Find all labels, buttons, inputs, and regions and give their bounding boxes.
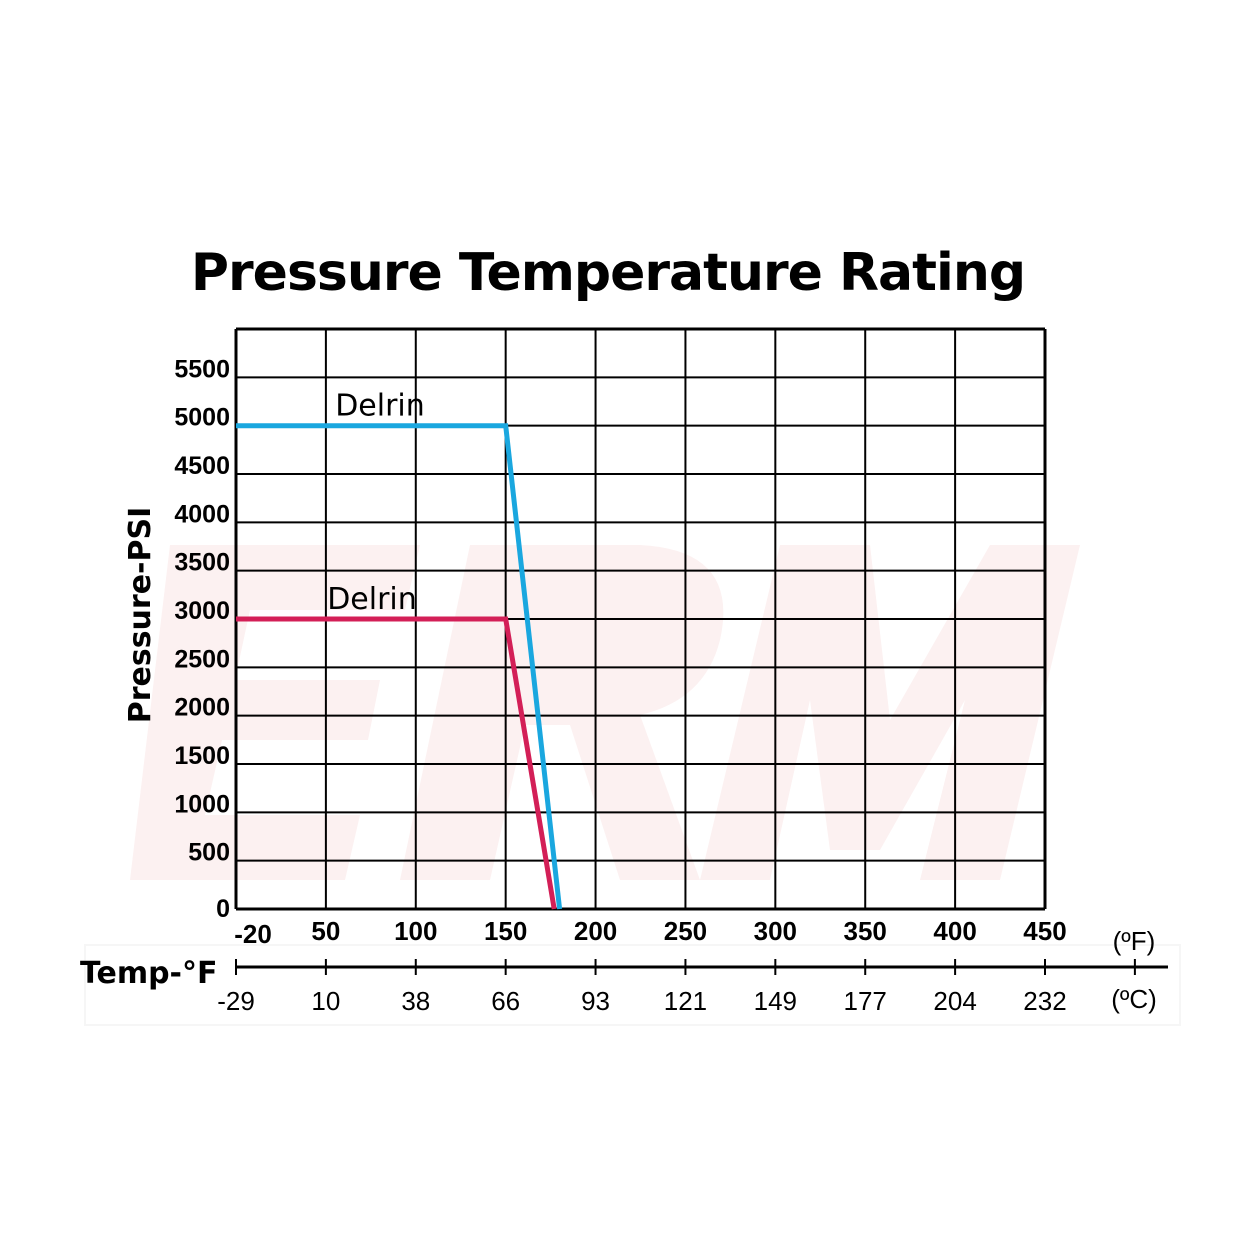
x-tick-label-c: 93 (581, 986, 610, 1016)
series-label-1: Delrin (335, 389, 425, 424)
x-tick-label-f: 400 (933, 916, 976, 946)
x-axis-ticks: -20 50 100 150 200 250 300 350 400 450 -29 10 38 66 93… (217, 916, 1168, 1016)
x-tick-label-c: -29 (217, 986, 255, 1016)
x-tick-label-c: 10 (311, 986, 340, 1016)
x-tick-label-c: 149 (754, 986, 797, 1016)
chart-title: Pressure Temperature Rating (191, 243, 1025, 303)
y-tick-label: 1500 (174, 742, 230, 770)
watermark-text-band (84, 944, 1181, 1026)
series-label-2: Delrin (327, 582, 417, 617)
x-tick-label-f: 250 (664, 916, 707, 946)
y-tick-label: 0 (216, 895, 230, 923)
x-tick-label-f: 350 (844, 916, 887, 946)
watermark-logo-shape (400, 545, 724, 880)
y-tick-label: 1000 (174, 790, 230, 818)
x-tick-label-c: 38 (401, 986, 430, 1016)
x-tick-label-f: 450 (1023, 916, 1066, 946)
y-axis-label: Pressure-PSI (123, 507, 158, 724)
y-tick-label: 500 (188, 839, 230, 867)
x-tick-label-f: 150 (484, 916, 527, 946)
y-tick-label: 5000 (174, 404, 230, 432)
x-tick-label-f: 50 (311, 916, 340, 946)
x-tick-label-c: 66 (491, 986, 520, 1016)
unit-c-label: (ºC) (1111, 984, 1157, 1014)
x-tick-label-c: 121 (664, 986, 707, 1016)
y-tick-label: 5500 (174, 355, 230, 383)
x-tick-label-f: 300 (754, 916, 797, 946)
y-tick-label: 3000 (174, 597, 230, 625)
y-tick-label: 2000 (174, 694, 230, 722)
x-tick-label-f: -20 (234, 919, 272, 949)
x-tick-label-c: 177 (844, 986, 887, 1016)
series: Delrin Delrin (235, 389, 563, 910)
y-tick-label: 4000 (174, 500, 230, 528)
watermark-logo-shape (130, 545, 420, 880)
y-tick-label: 3500 (174, 549, 230, 577)
x-tick-label-f: 100 (394, 916, 437, 946)
x-tick-label-c: 232 (1023, 986, 1066, 1016)
unit-f-label: (ºF) (1113, 926, 1156, 956)
watermark-graphic (84, 545, 1181, 1026)
x-tick-label-c: 204 (933, 986, 976, 1016)
watermark-logo-shape (700, 545, 1080, 880)
x-axis-label: Temp-°F (80, 956, 218, 991)
y-tick-label: 4500 (174, 452, 230, 480)
y-axis-ticks: 0 500 1000 1500 2000 2500 3000 3500 4000 4500 5000… (174, 355, 230, 923)
y-tick-label: 2500 (174, 645, 230, 673)
x-tick-label-f: 200 (574, 916, 617, 946)
